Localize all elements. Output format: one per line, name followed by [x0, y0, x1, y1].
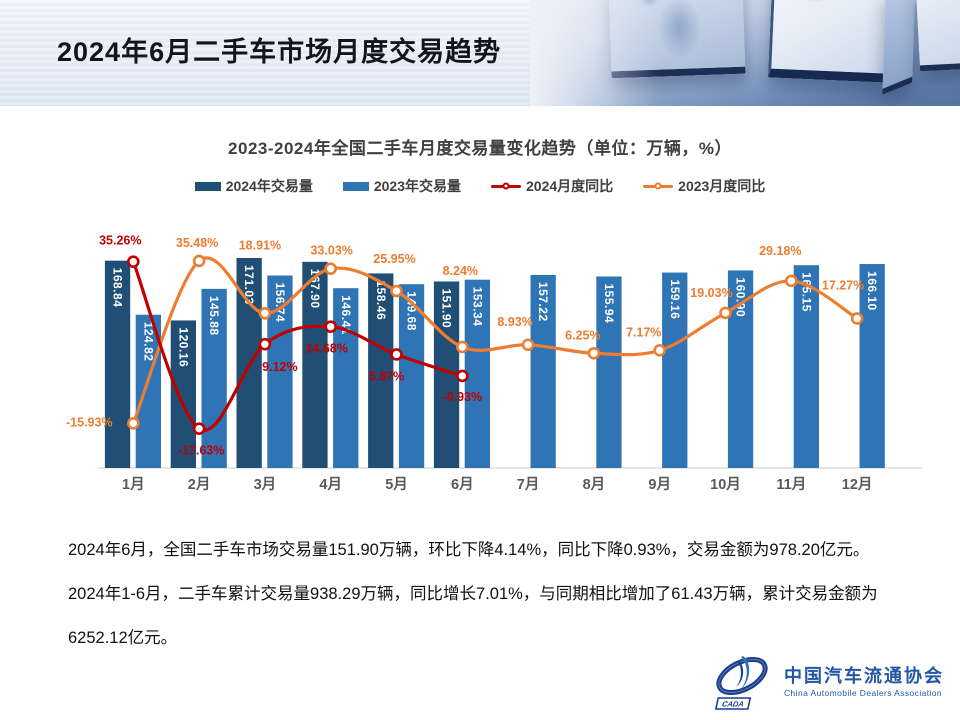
svg-text:25.95%: 25.95%	[373, 252, 415, 266]
svg-text:9月: 9月	[648, 476, 671, 493]
svg-text:6月: 6月	[451, 476, 474, 493]
summary-text: 2024年6月，全国二手车市场交易量151.90万辆，环比下降4.14%，同比下…	[68, 528, 920, 660]
svg-text:5.87%: 5.87%	[369, 369, 404, 383]
chart-title: 2023-2024年全国二手车月度交易量变化趋势（单位：万辆，%）	[228, 139, 732, 158]
svg-text:153.34: 153.34	[470, 287, 484, 327]
summary-paragraph-1: 2024年6月，全国二手车市场交易量151.90万辆，环比下降4.14%，同比下…	[68, 541, 870, 559]
svg-text:4月: 4月	[319, 476, 342, 493]
svg-text:35.26%: 35.26%	[99, 234, 141, 248]
cada-name-cn: 中国汽车流通协会	[784, 666, 944, 687]
svg-text:155.94: 155.94	[602, 284, 616, 324]
legend-label: 2024年交易量	[225, 178, 313, 194]
summary-paragraph-2: 2024年1-6月，二手车累计交易量938.29万辆，同比增长7.01%，与同期…	[68, 585, 878, 647]
legend-label: 2023月度同比	[678, 178, 766, 194]
svg-text:8月: 8月	[583, 476, 606, 493]
svg-text:7月: 7月	[517, 476, 540, 493]
svg-text:35.48%: 35.48%	[176, 236, 218, 250]
svg-text:160.90: 160.90	[734, 277, 748, 317]
svg-text:-15.93%: -15.93%	[66, 415, 113, 429]
svg-text:3月: 3月	[254, 476, 277, 493]
header-cubes-art	[530, 0, 960, 106]
legend-label: 2023年交易量	[373, 178, 461, 194]
svg-text:149.68: 149.68	[405, 291, 419, 331]
legend-label: 2024月度同比	[526, 178, 614, 194]
legend-item-2023-volume: 2023年交易量	[342, 176, 461, 196]
svg-text:11月: 11月	[776, 476, 806, 493]
svg-text:168.84: 168.84	[111, 268, 125, 308]
cada-logo-text: 中国汽车流通协会 China Automobile Dealers Associ…	[784, 666, 944, 698]
svg-text:166.10: 166.10	[865, 271, 879, 311]
svg-text:29.18%: 29.18%	[759, 244, 801, 258]
svg-text:151.90: 151.90	[440, 288, 454, 328]
svg-text:146.41: 146.41	[339, 295, 353, 335]
svg-text:17.27%: 17.27%	[822, 278, 864, 292]
svg-text:158.46: 158.46	[374, 280, 388, 320]
svg-text:10月: 10月	[710, 476, 741, 493]
photo-fade	[530, 0, 960, 106]
svg-text:8.24%: 8.24%	[443, 264, 478, 278]
svg-text:7.17%: 7.17%	[626, 325, 661, 339]
svg-text:14.68%: 14.68%	[305, 342, 347, 356]
svg-text:33.03%: 33.03%	[310, 244, 352, 258]
svg-text:9.12%: 9.12%	[262, 360, 297, 374]
legend-item-2023-yoy: 2023月度同比	[643, 176, 765, 196]
svg-text:156.74: 156.74	[273, 283, 287, 323]
svg-text:19.03%: 19.03%	[690, 286, 732, 300]
cada-logo-emblem-icon: CADA	[714, 656, 768, 710]
svg-text:-17.63%: -17.63%	[178, 444, 225, 458]
svg-text:120.16: 120.16	[176, 327, 190, 367]
svg-text:18.91%: 18.91%	[239, 238, 281, 252]
svg-text:8.93%: 8.93%	[497, 315, 532, 329]
svg-text:171.03: 171.03	[242, 265, 256, 305]
line-swatch-2024-icon	[491, 182, 521, 190]
svg-text:145.88: 145.88	[207, 296, 221, 336]
svg-text:6.25%: 6.25%	[565, 328, 600, 342]
svg-text:124.82: 124.82	[141, 322, 155, 362]
svg-text:159.16: 159.16	[668, 280, 682, 320]
svg-text:2月: 2月	[188, 476, 211, 493]
svg-text:-0.93%: -0.93%	[442, 390, 482, 404]
bar-swatch-2024-icon	[194, 181, 221, 191]
svg-text:12月: 12月	[842, 476, 873, 493]
svg-text:CADA: CADA	[721, 700, 745, 709]
slide-header: 2024年6月二手车市场月度交易趋势	[0, 0, 960, 106]
cada-logo: CADA 中国汽车流通协会 China Automobile Dealers A…	[712, 652, 944, 712]
chart-legend: 2024年交易量 2023年交易量 2024月度同比 2023月度同比	[0, 176, 960, 196]
svg-text:157.22: 157.22	[536, 282, 550, 322]
cada-name-en: China Automobile Dealers Association	[784, 687, 943, 698]
svg-text:5月: 5月	[385, 476, 408, 493]
bar-swatch-2023-icon	[342, 181, 369, 191]
legend-item-2024-yoy: 2024月度同比	[491, 176, 613, 196]
page-title: 2024年6月二手车市场月度交易趋势	[57, 37, 502, 67]
svg-text:1月: 1月	[122, 476, 145, 493]
line-swatch-2023-icon	[643, 182, 674, 190]
legend-item-2024-volume: 2024年交易量	[194, 176, 313, 196]
svg-text:167.90: 167.90	[308, 269, 322, 309]
svg-text:165.15: 165.15	[799, 272, 813, 312]
